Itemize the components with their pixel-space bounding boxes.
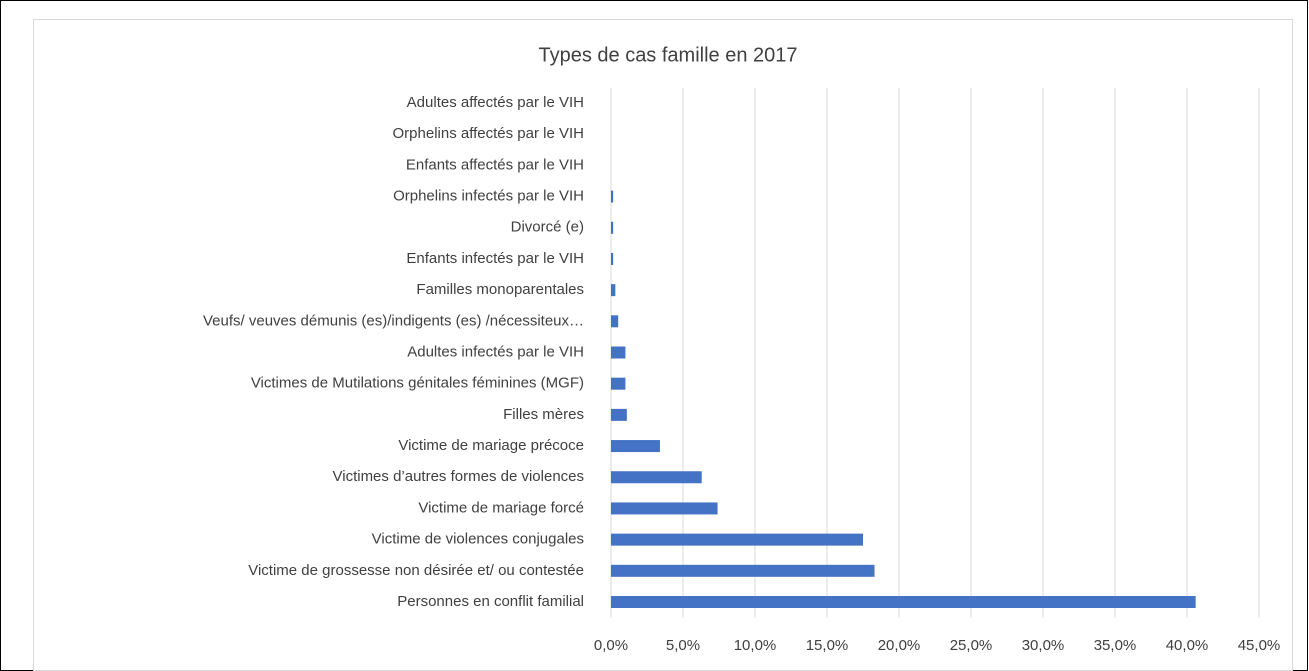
- y-tick-label: Enfants affectés par le VIH: [406, 156, 584, 173]
- y-tick-label: Veufs/ veuves démunis (es)/indigents (es…: [203, 312, 584, 329]
- x-tick-label: 20,0%: [878, 637, 921, 654]
- x-tick-label: 15,0%: [806, 637, 849, 654]
- y-tick-label: Enfants infectés par le VIH: [406, 250, 584, 267]
- bar: [611, 502, 718, 515]
- bar: [611, 284, 616, 297]
- bar: [611, 533, 863, 546]
- bar: [611, 440, 660, 453]
- y-tick-label: Victimes de Mutilations génitales fémini…: [251, 375, 584, 392]
- y-tick-label: Victime de mariage forcé: [418, 499, 584, 516]
- y-tick-label: Victimes d’autres formes de violences: [333, 468, 585, 485]
- y-tick-label: Divorcé (e): [511, 219, 584, 236]
- bar: [611, 190, 614, 203]
- y-tick-label: Victime de mariage précoce: [398, 437, 584, 454]
- bar: [611, 346, 626, 359]
- y-tick-label: Victime de violences conjugales: [372, 531, 584, 548]
- x-tick-label: 10,0%: [734, 637, 777, 654]
- x-tick-label: 45,0%: [1238, 637, 1281, 654]
- x-tick-label: 25,0%: [950, 637, 993, 654]
- y-tick-label: Filles mères: [503, 406, 584, 423]
- x-tick-label: 5,0%: [666, 637, 700, 654]
- x-tick-label: 40,0%: [1166, 637, 1209, 654]
- bar: [611, 315, 619, 328]
- bar: [611, 252, 614, 265]
- bar: [611, 408, 627, 421]
- y-tick-label: Adultes affectés par le VIH: [407, 94, 584, 111]
- bar: [611, 596, 1196, 608]
- bar: [611, 471, 702, 484]
- y-tick-label: Familles monoparentales: [416, 281, 584, 298]
- y-tick-label: Victime de grossesse non désirée et/ ou …: [248, 562, 584, 579]
- x-tick-label: 0,0%: [594, 637, 628, 654]
- y-tick-label: Orphelins affectés par le VIH: [393, 125, 584, 142]
- y-tick-label: Personnes en conflit familial: [397, 593, 584, 610]
- chart-title: Types de cas famille en 2017: [538, 44, 797, 66]
- y-tick-label: Orphelins infectés par le VIH: [393, 188, 584, 205]
- x-tick-label: 35,0%: [1094, 637, 1137, 654]
- bar: [611, 221, 614, 234]
- bar: [611, 377, 626, 390]
- x-tick-label: 30,0%: [1022, 637, 1065, 654]
- bar: [611, 564, 875, 577]
- y-tick-label: Adultes infectés par le VIH: [407, 343, 584, 360]
